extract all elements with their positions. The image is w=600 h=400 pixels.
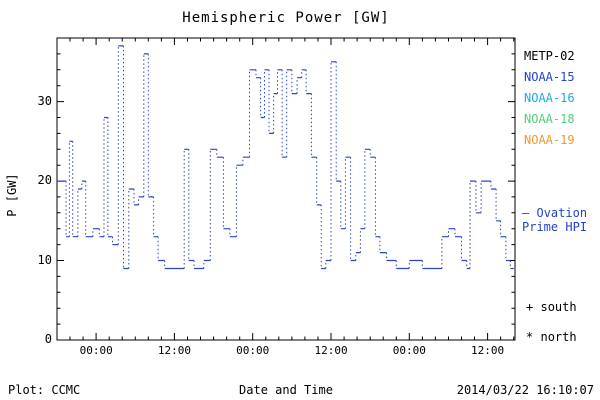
timestamp-label: 2014/03/22 16:10:07 [456, 383, 594, 397]
ovation-label-line2: Prime HPI [522, 220, 588, 234]
asterisk-marker-icon: * [526, 330, 534, 344]
x-tick-label: 12:00Mar20 [157, 344, 191, 357]
axis-ticks [56, 37, 515, 341]
y-tick-label: 20 [37, 173, 52, 188]
x-tick-label: 12:00Mar21 [314, 344, 348, 357]
y-tick-label: 30 [37, 93, 52, 108]
plot-frame [56, 37, 516, 341]
hemisphere-marker-legend: + south * north [526, 300, 577, 360]
y-tick-label: 0 [44, 332, 52, 346]
ovation-label-line1: Ovation [536, 206, 588, 220]
legend-item-noaa-16: NOAA-16 [524, 91, 575, 105]
chart-title: Hemispheric Power [GW] [182, 10, 390, 26]
legend-item-noaa-18: NOAA-18 [524, 112, 575, 126]
legend-south-marker: + south [526, 300, 577, 314]
legend-item-metp-02: METP-02 [524, 49, 575, 63]
x-tick-label: 00:00Mar20 [79, 344, 113, 357]
plus-marker-icon: + [526, 300, 534, 314]
hpi-step-line-connectors [65, 45, 511, 269]
x-tick-label: 00:00Mar22 [392, 344, 426, 357]
hpi-step-line [57, 45, 514, 270]
satellite-legend: METP-02 NOAA-15 NOAA-16 NOAA-18 NOAA-19 [524, 46, 575, 151]
plot-source-label: Plot: CCMC [8, 383, 81, 397]
south-label: south [540, 300, 577, 314]
legend-north-marker: * north [526, 330, 577, 344]
north-label: north [540, 330, 577, 344]
legend-item-noaa-19: NOAA-19 [524, 133, 575, 147]
y-tick-label: 10 [37, 252, 52, 267]
x-axis-label: Date and Time [239, 383, 333, 397]
x-tick-label: 12:00Mar22 [471, 344, 505, 357]
legend-ovation-prime-hpi: — Ovation Prime HPI [522, 206, 587, 234]
line-sample-icon: — [522, 206, 530, 220]
legend-item-noaa-15: NOAA-15 [524, 70, 575, 84]
x-tick-label: 00:00Mar21 [236, 344, 270, 357]
